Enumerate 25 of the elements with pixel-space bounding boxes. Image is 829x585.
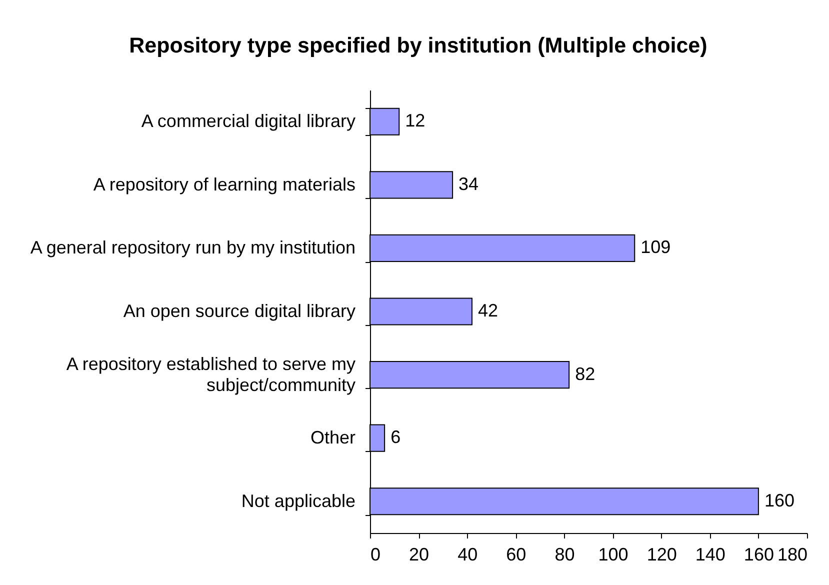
y-tick-label: Other [310,428,356,448]
data-label: 160 [764,490,794,510]
y-tick-label: Not applicable [241,490,356,511]
y-tick-label: A repository established to serve my subject/community [66,354,356,395]
x-tick-label: 40 [458,544,478,564]
y-tick-label: A repository of learning materials [93,174,356,194]
y-tick-label: An open source digital library [123,301,356,321]
y-tick-label: A commercial digital library [141,111,356,132]
x-tick-label: 100 [598,544,628,564]
y-tick-label: A general repository run by my institution [30,238,356,258]
data-label: 42 [478,300,498,320]
x-tick-label: 80 [554,544,575,564]
data-label: 12 [405,110,426,131]
x-tick-label: 140 [695,544,726,564]
x-tick-label: 120 [646,544,677,564]
data-label: 6 [390,427,401,448]
x-tick-label: 0 [370,544,381,564]
data-label: 34 [458,174,479,194]
chart-title: Repository type specified by institution (Multiple choice) [129,34,708,58]
data-label: 82 [575,364,596,384]
x-tick-label: 60 [506,544,526,564]
x-tick-label: 180 [777,544,808,564]
x-tick-label: 160 [744,544,774,564]
x-tick-label: 20 [409,544,430,564]
data-label: 109 [640,237,671,258]
